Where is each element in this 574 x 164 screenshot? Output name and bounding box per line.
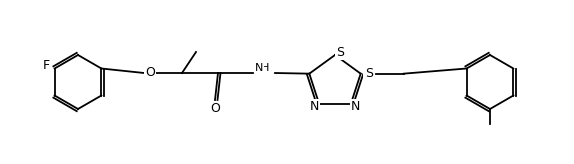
Text: N: N bbox=[351, 100, 360, 113]
Text: O: O bbox=[145, 66, 155, 80]
Text: S: S bbox=[336, 45, 344, 59]
Text: N: N bbox=[309, 100, 319, 113]
Text: F: F bbox=[43, 59, 50, 72]
Text: O: O bbox=[210, 102, 220, 115]
Text: S: S bbox=[364, 67, 373, 80]
Text: N: N bbox=[255, 63, 263, 73]
Text: H: H bbox=[261, 63, 269, 73]
